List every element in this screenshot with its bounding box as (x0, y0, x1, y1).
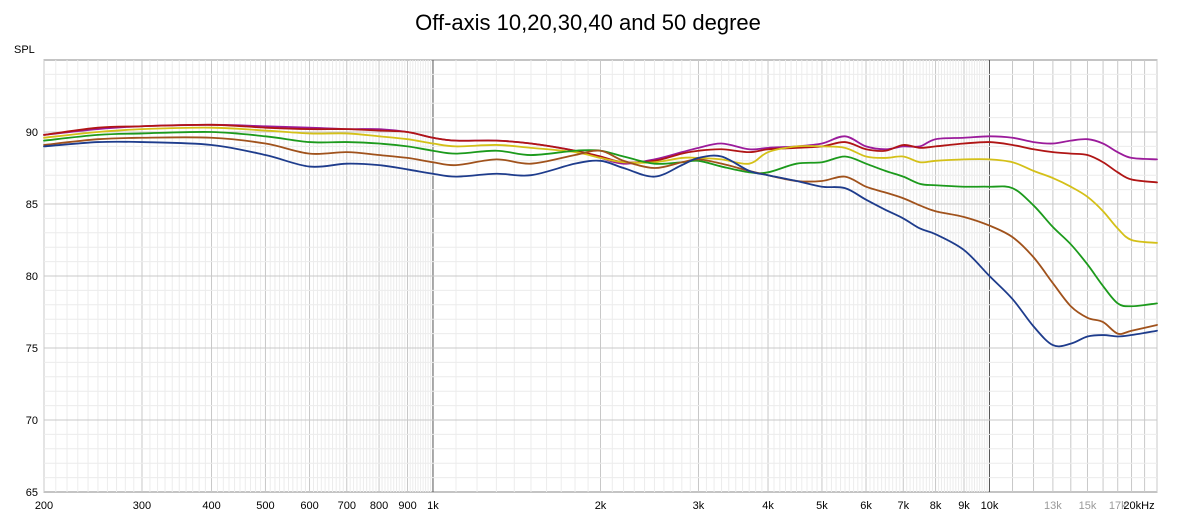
series-line-3 (43, 126, 1158, 244)
x-tick-label: 17k (1109, 500, 1127, 512)
y-tick-label: 80 (26, 271, 38, 283)
y-tick-label: 85 (26, 199, 38, 211)
y-axis-label: SPL (14, 44, 35, 56)
y-tick-label: 70 (26, 415, 38, 427)
x-tick-label: 13k (1044, 500, 1062, 512)
x-tick-label: 4k (762, 500, 774, 512)
grid (43, 60, 1158, 492)
x-tick-label: 800 (370, 500, 388, 512)
x-tick-label: 400 (202, 500, 220, 512)
y-tick-label: 75 (26, 343, 38, 355)
series-line-6 (43, 140, 1158, 348)
y-tick-label: 65 (26, 487, 38, 499)
chart-title: Off-axis 10,20,30,40 and 50 degree (415, 10, 761, 35)
x-tick-label: 6k (860, 500, 872, 512)
x-tick-label: 300 (133, 500, 151, 512)
x-tick-label: 20kHz (1123, 500, 1154, 512)
x-tick-label: 1k (427, 500, 439, 512)
series-group (43, 123, 1158, 348)
x-tick-label: 5k (816, 500, 828, 512)
x-tick-label: 3k (693, 500, 705, 512)
series-line-4 (43, 131, 1158, 308)
x-tick-label: 7k (897, 500, 909, 512)
x-tick-label: 9k (958, 500, 970, 512)
x-ticks: 200 300 400 500 600 700 800 900 1k 2k 3k 4k 5k 6k 7k 8k… (35, 500, 1155, 512)
x-tick-label: 10k (981, 500, 999, 512)
x-tick-label: 900 (398, 500, 416, 512)
x-tick-label: 700 (338, 500, 356, 512)
series-line-2 (43, 123, 1158, 184)
x-tick-label: 200 (35, 500, 53, 512)
x-tick-label: 500 (256, 500, 274, 512)
y-tick-label: 90 (26, 127, 38, 139)
x-tick-label: 600 (300, 500, 318, 512)
y-ticks: 65 70 75 80 85 90 (26, 127, 38, 499)
series-line-1 (43, 123, 1158, 165)
x-tick-label: 15k (1079, 500, 1097, 512)
x-tick-label: 2k (595, 500, 607, 512)
x-tick-label: 8k (930, 500, 942, 512)
